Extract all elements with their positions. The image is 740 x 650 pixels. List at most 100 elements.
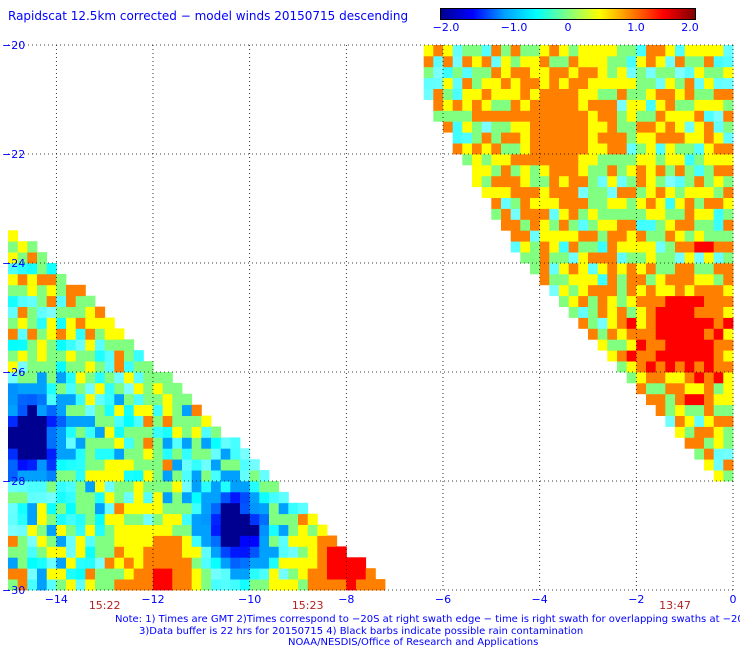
heatmap-cell: [278, 524, 289, 536]
heatmap-cell: [114, 470, 125, 482]
heatmap-cell: [75, 361, 86, 373]
heatmap-cell: [37, 491, 48, 504]
heatmap-cell: [675, 175, 686, 188]
heatmap-cell: [133, 470, 144, 482]
heatmap-cell: [133, 459, 144, 471]
heatmap-cell: [588, 88, 599, 100]
heatmap-cell: [8, 579, 19, 591]
heatmap-cell: [56, 328, 67, 340]
heatmap-cell: [114, 579, 125, 591]
heatmap-cell: [597, 273, 608, 286]
heatmap-cell: [307, 579, 318, 591]
heatmap-cell: [568, 306, 579, 318]
heatmap-cell: [655, 252, 666, 264]
heatmap-cell: [472, 110, 483, 122]
heatmap-cell: [694, 404, 705, 416]
heatmap-cell: [549, 99, 560, 111]
heatmap-cell: [27, 524, 38, 536]
heatmap-cell: [530, 45, 541, 57]
heatmap-cell: [559, 295, 570, 307]
heatmap-cell: [568, 175, 579, 188]
heatmap-cell: [520, 99, 531, 111]
heatmap-cell: [704, 252, 715, 264]
heatmap-cell: [713, 306, 724, 318]
heatmap-cell: [588, 55, 599, 68]
heatmap-cell: [646, 197, 657, 209]
heatmap-cell: [559, 55, 570, 68]
heatmap-cell: [46, 426, 57, 438]
heatmap-cell: [423, 77, 434, 89]
heatmap-cell: [288, 524, 299, 536]
heatmap-cell: [8, 339, 19, 351]
heatmap-cell: [17, 361, 28, 373]
heatmap-cell: [452, 66, 463, 79]
heatmap-cell: [626, 55, 637, 68]
heatmap-cell: [443, 110, 454, 122]
heatmap-cell: [491, 88, 502, 100]
heatmap-cell: [37, 252, 48, 264]
heatmap-cell: [278, 535, 289, 547]
heatmap-cell: [607, 339, 618, 351]
heatmap-cell: [220, 568, 231, 580]
heatmap-cell: [114, 339, 125, 351]
colorbar-label-zero: 0: [564, 21, 572, 34]
heatmap-cell: [617, 197, 628, 209]
heatmap-cell: [607, 55, 618, 68]
heatmap-cell: [211, 579, 222, 591]
heatmap-cell: [46, 382, 57, 395]
heatmap-cell: [597, 45, 608, 57]
heatmap-cell: [191, 404, 202, 416]
heatmap-cell: [491, 66, 502, 79]
heatmap-cell: [37, 502, 48, 515]
heatmap-cell: [588, 317, 599, 329]
heatmap-cell: [85, 470, 96, 482]
heatmap-cell: [626, 317, 637, 329]
heatmap-cell: [66, 382, 77, 395]
heatmap-cell: [85, 579, 96, 591]
heatmap-cell: [153, 546, 164, 558]
heatmap-cell: [578, 154, 589, 166]
heatmap-cell: [133, 382, 144, 395]
heatmap-cell: [617, 143, 628, 155]
heatmap-cell: [684, 143, 695, 155]
heatmap-cell: [510, 55, 521, 68]
heatmap-cell: [713, 99, 724, 111]
heatmap-cell: [636, 154, 647, 166]
heatmap-cell: [636, 77, 647, 89]
heatmap-cell: [559, 208, 570, 220]
heatmap-cell: [684, 186, 695, 198]
heatmap-cell: [298, 557, 309, 569]
heatmap-cell: [607, 88, 618, 100]
heatmap-cell: [95, 448, 106, 460]
heatmap-cell: [452, 45, 463, 57]
heatmap-cell: [539, 99, 550, 111]
heatmap-cell: [675, 77, 686, 89]
heatmap-cell: [578, 99, 589, 111]
heatmap-cell: [95, 524, 106, 536]
heatmap-cell: [66, 568, 77, 580]
heatmap-cell: [162, 524, 173, 536]
heatmap-cell: [655, 328, 666, 340]
heatmap-cell: [539, 252, 550, 264]
colorbar: −2.0 −1.0 0 1.0 2.0: [433, 8, 699, 36]
heatmap-cell: [27, 404, 38, 416]
heatmap-cell: [8, 426, 19, 438]
heatmap-cell: [510, 241, 521, 253]
heatmap-cell: [269, 491, 280, 504]
heatmap-cell: [675, 350, 686, 362]
heatmap-cell: [588, 143, 599, 155]
heatmap-cell: [626, 121, 637, 133]
heatmap-cell: [220, 557, 231, 569]
heatmap-cell: [27, 295, 38, 307]
heatmap-cell: [636, 197, 647, 209]
heatmap-cell: [182, 524, 193, 536]
heatmap-cell: [491, 45, 502, 57]
heatmap-cell: [617, 295, 628, 307]
heatmap-cell: [162, 415, 173, 427]
heatmap-cell: [617, 110, 628, 122]
heatmap-cell: [46, 470, 57, 482]
heatmap-cell: [249, 579, 260, 591]
heatmap-cell: [133, 437, 144, 449]
heatmap-cell: [17, 513, 28, 525]
heatmap-cell: [249, 535, 260, 547]
